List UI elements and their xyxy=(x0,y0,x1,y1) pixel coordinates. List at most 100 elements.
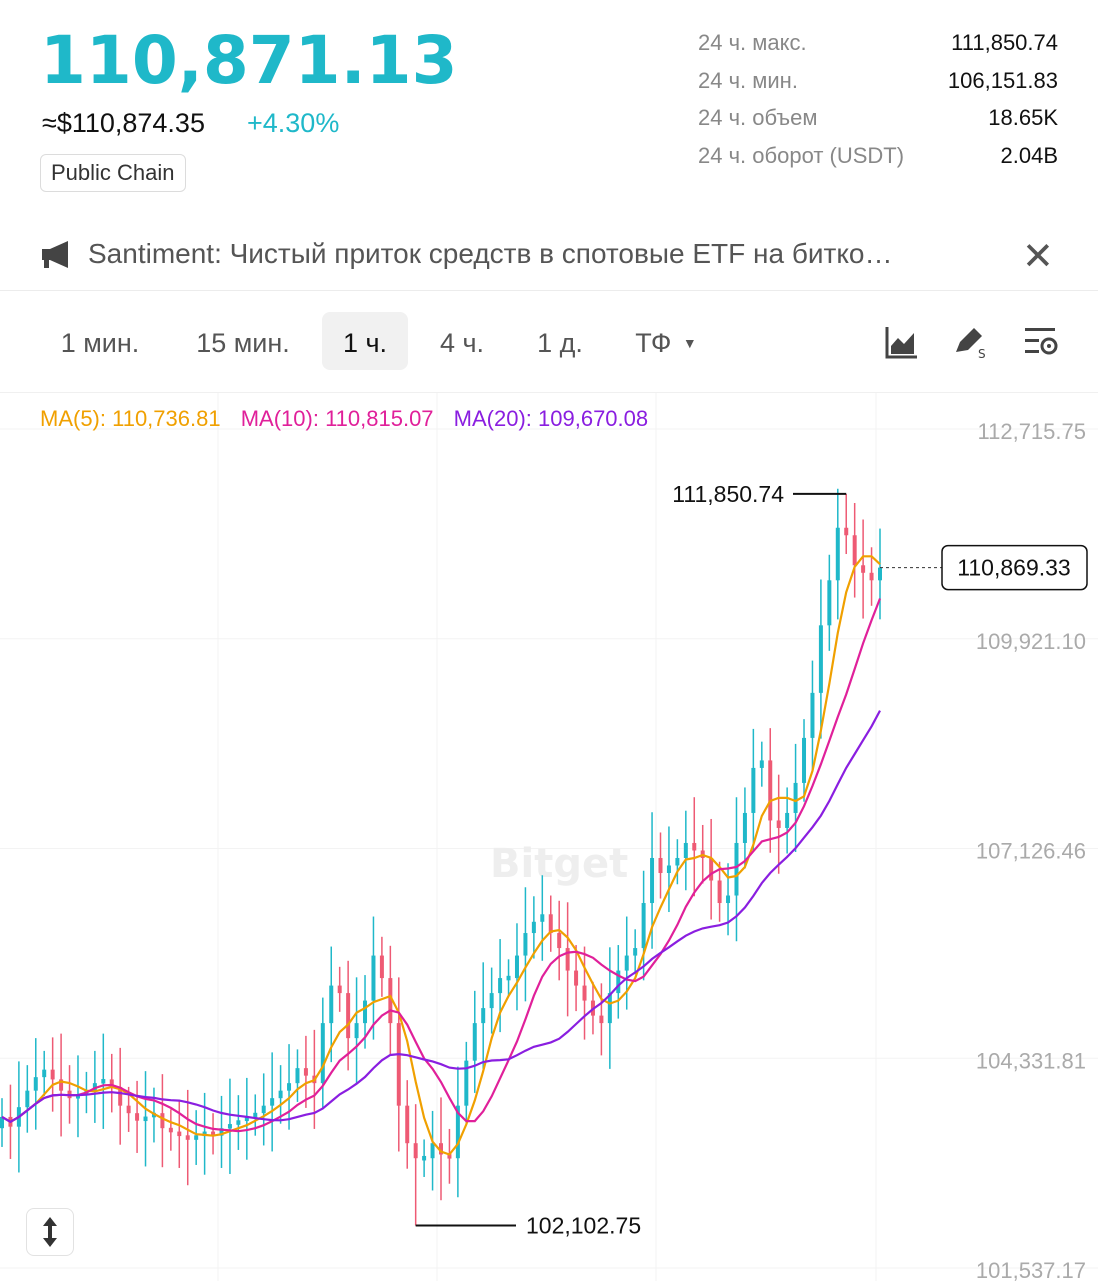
candle-body xyxy=(692,842,697,851)
current-price-label: 110,869.33 xyxy=(957,555,1070,581)
candle-body xyxy=(599,1015,604,1024)
stat-label: 24 ч. оборот (USDT) xyxy=(698,142,905,168)
candle-body xyxy=(658,857,663,874)
indicator-settings-icon[interactable] xyxy=(1022,324,1058,360)
close-icon[interactable]: ✕ xyxy=(1022,236,1054,278)
candle-body xyxy=(50,1069,55,1080)
chart-toolbar: 1 мин. 15 мин. 1 ч. 4 ч. 1 д. ТФ ▼ S xyxy=(0,310,1098,374)
candle-body xyxy=(379,955,384,979)
low-marker-label: 102,102.75 xyxy=(526,1213,641,1239)
candlestick-chart[interactable]: Bitget 112,715.75 109,921.10 107,126.46 104… xyxy=(0,393,1098,1283)
candle-body xyxy=(126,1105,131,1114)
candle-body xyxy=(42,1069,47,1078)
candle-body xyxy=(270,1098,275,1106)
candle-body xyxy=(717,880,722,904)
candle-body xyxy=(143,1116,148,1122)
candle-body xyxy=(861,565,866,573)
timeframe-4h[interactable]: 4 ч. xyxy=(439,328,485,358)
candle-body xyxy=(329,985,334,1024)
current-price-box xyxy=(941,544,1088,591)
megaphone-icon xyxy=(42,241,68,268)
candle-body xyxy=(118,1086,123,1106)
candle-body xyxy=(464,1060,469,1106)
candle-body xyxy=(405,1105,410,1144)
timeframe-15m[interactable]: 15 мин. xyxy=(196,328,290,358)
candle-body xyxy=(548,914,553,934)
candle-body xyxy=(726,895,731,904)
candle-body xyxy=(514,955,519,979)
ma5-label: MA(5): 110,736.81 xyxy=(40,406,221,431)
candle-body xyxy=(607,993,612,1024)
candle-body xyxy=(439,1143,443,1155)
candle-body xyxy=(396,1023,401,1106)
candle-body xyxy=(641,903,646,949)
high-marker-label: 111,850.74 xyxy=(672,481,784,507)
chart-area[interactable]: Bitget 112,715.75 109,921.10 107,126.46 104… xyxy=(0,392,1098,1283)
candle-body xyxy=(666,865,671,874)
y-tick-label: 107,126.46 xyxy=(976,839,1086,864)
candle-body xyxy=(194,1135,199,1140)
drawing-tool-icon[interactable]: S xyxy=(952,324,988,360)
stat-label: 24 ч. объем xyxy=(698,105,818,130)
candle-body xyxy=(337,985,342,994)
candle-body xyxy=(253,1112,258,1118)
current-price: 110,871.13 xyxy=(40,22,458,99)
timeframe-more-label: ТФ xyxy=(635,328,672,358)
candle-body xyxy=(59,1079,64,1091)
candle-body xyxy=(574,970,579,986)
price-change-percent: +4.30% xyxy=(247,108,340,138)
vertical-pan-button[interactable] xyxy=(26,1208,74,1256)
candle-body xyxy=(278,1090,283,1099)
timeframe-more-dropdown[interactable]: ТФ ▼ xyxy=(626,312,706,370)
candle-body xyxy=(422,1155,427,1161)
candle-body xyxy=(802,737,807,783)
chart-type-icon[interactable] xyxy=(884,324,920,360)
candle-body xyxy=(168,1127,173,1133)
high-low-markers: 111,850.74 102,102.75 110,869.33 xyxy=(415,481,1088,1239)
y-axis-ticks: 112,715.75 109,921.10 107,126.46 104,331.81… xyxy=(976,419,1086,1283)
candle-body xyxy=(472,1023,477,1061)
timeframe-1m[interactable]: 1 мин. xyxy=(60,328,140,358)
candle-body xyxy=(768,760,773,821)
y-tick-label: 109,921.10 xyxy=(976,629,1086,654)
ma20-label: MA(20): 109,670.08 xyxy=(453,406,649,431)
candle-body xyxy=(0,1116,4,1129)
candle-body xyxy=(624,955,629,971)
stat-value: 18.65K xyxy=(988,105,1058,130)
candle-body xyxy=(565,948,570,971)
candle-body xyxy=(785,812,790,828)
news-banner[interactable]: Santiment: Чистый приток средств в спото… xyxy=(0,228,1098,291)
timeframe-1h[interactable]: 1 ч. xyxy=(322,312,408,370)
candle-body xyxy=(211,1131,216,1137)
candle-body xyxy=(219,1128,224,1136)
candle-body xyxy=(751,767,756,813)
candle-body xyxy=(776,820,781,828)
ma10-label: MA(10): 110,815.07 xyxy=(240,406,434,431)
candle-body xyxy=(455,1105,460,1159)
news-text[interactable]: Santiment: Чистый приток средств в спото… xyxy=(88,238,893,269)
ma-line-5 xyxy=(1,555,881,1156)
y-tick-label: 104,331.81 xyxy=(976,1048,1086,1073)
candle-body xyxy=(244,1116,249,1122)
candle-body xyxy=(185,1135,190,1140)
candle-body xyxy=(523,933,528,956)
usd-price: ≈$110,874.35 xyxy=(42,108,205,138)
y-tick-label: 101,537.17 xyxy=(976,1258,1086,1281)
candle-body xyxy=(346,993,351,1039)
timeframe-1d[interactable]: 1 д. xyxy=(537,328,583,358)
candle-body xyxy=(287,1083,292,1091)
candle-body xyxy=(261,1105,266,1114)
candle-body xyxy=(633,948,638,956)
caret-down-icon: ▼ xyxy=(682,335,697,351)
candle-body xyxy=(810,692,815,738)
candle-body xyxy=(793,782,798,813)
candle-body xyxy=(709,857,714,881)
y-tick-label: 112,715.75 xyxy=(978,419,1086,444)
candle-body xyxy=(734,842,739,896)
candle-body xyxy=(33,1077,38,1091)
category-tag[interactable]: Public Chain xyxy=(40,154,186,192)
stat-24h-volume: 24 ч. объем 18.65K xyxy=(698,105,1058,143)
stat-value: 106,151.83 xyxy=(947,67,1058,93)
candle-body xyxy=(675,857,680,866)
candle-body xyxy=(759,760,764,768)
